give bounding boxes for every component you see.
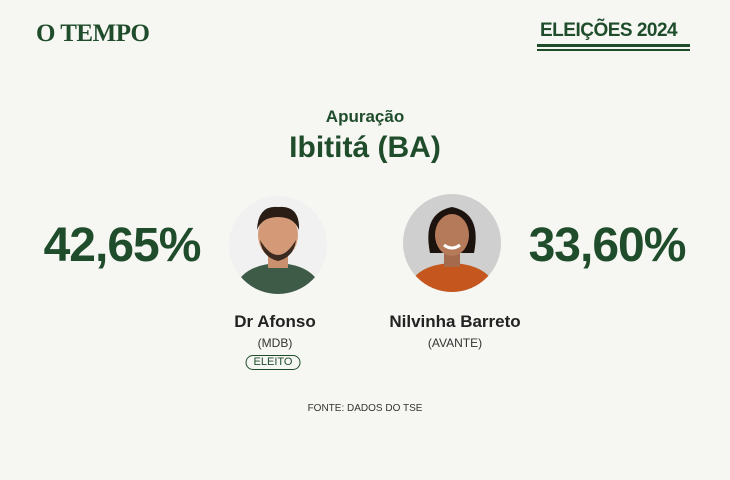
percent: 33,60% bbox=[528, 219, 687, 272]
brand: O TEMPO bbox=[36, 20, 150, 47]
badge: ELEIÇÕES 2024 bbox=[540, 20, 678, 41]
title-label: Apuração bbox=[325, 107, 405, 126]
candidate-party: (MDB) bbox=[257, 336, 293, 350]
percent: 42,65% bbox=[43, 219, 202, 272]
candidate-name: Nilvinha Barreto bbox=[389, 312, 521, 331]
title-place: Ibititá (BA) bbox=[289, 131, 441, 164]
photo bbox=[229, 196, 327, 294]
photo bbox=[403, 194, 501, 292]
source: FONTE: DADOS DO TSE bbox=[307, 403, 423, 414]
status-badge: ELEITO bbox=[245, 355, 301, 370]
candidate-name: Dr Afonso bbox=[234, 312, 316, 331]
candidate-party: (AVANTE) bbox=[427, 336, 483, 350]
badge-lines bbox=[537, 44, 690, 51]
